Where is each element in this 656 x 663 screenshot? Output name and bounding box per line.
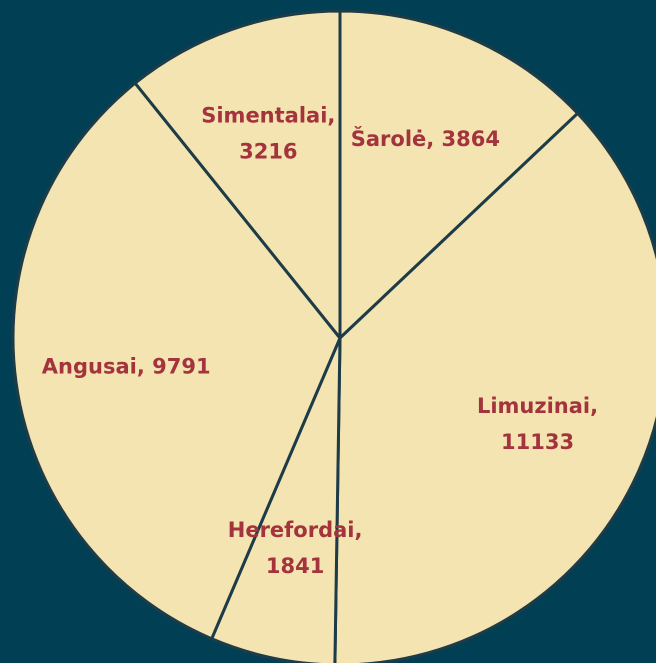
- data-label-line: Herefordai,: [228, 518, 363, 542]
- data-label: Limuzinai, 11133: [477, 394, 598, 454]
- data-label-line: Limuzinai,: [477, 394, 598, 418]
- data-label-line: Šarolė, 3864: [351, 126, 500, 151]
- pie-slice: [338, 9, 580, 342]
- data-label-line: 11133: [501, 430, 574, 454]
- data-label-line: Angusai, 9791: [42, 354, 211, 378]
- data-label-line: 1841: [266, 554, 324, 578]
- data-label: Simentalai, 3216: [201, 103, 335, 163]
- data-label: Šarolė, 3864: [351, 126, 500, 151]
- data-label-line: Simentalai,: [201, 103, 335, 127]
- data-label-line: 3216: [239, 139, 297, 163]
- pie-slice: [333, 111, 656, 663]
- data-label: Herefordai, 1841: [228, 518, 363, 578]
- pie-slice: [133, 9, 342, 343]
- data-label: Angusai, 9791: [42, 354, 211, 378]
- pie-slice: [209, 337, 342, 663]
- pie-slice: [11, 81, 342, 641]
